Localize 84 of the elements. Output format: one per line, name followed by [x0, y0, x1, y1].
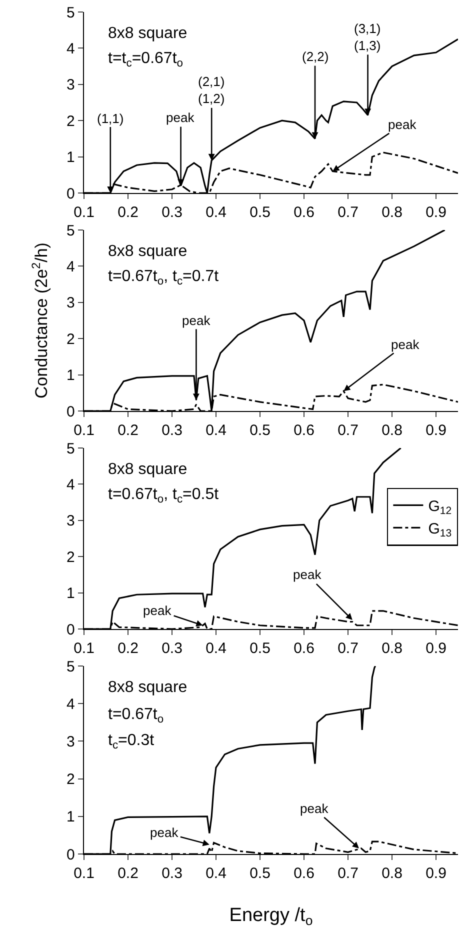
x-tick-label: 0.2: [118, 640, 138, 658]
annotation: 8x8 square: [108, 679, 188, 696]
x-tick-label: 0.9: [426, 204, 446, 222]
y-tick-label: 2: [66, 330, 75, 348]
x-tick-label: 0.9: [426, 422, 446, 440]
annotation: t=0.67t$_{o}$, t$_{c}$=0.7t: [108, 268, 220, 288]
x-tick-label: 0.8: [382, 422, 402, 440]
annotation: (2,2): [302, 49, 329, 64]
y-tick-label: 1: [66, 367, 75, 384]
y-tick-label: 2: [66, 771, 75, 788]
y-tick-label: 5: [66, 4, 75, 22]
y-tick-label: 4: [66, 258, 75, 276]
annotation: peak: [182, 313, 211, 328]
x-tick-label: 0.1: [74, 865, 94, 882]
annotation: peak: [166, 110, 195, 125]
annotation: t$_{c}$=0.3t: [108, 732, 155, 752]
y-tick-label: 4: [66, 476, 75, 494]
x-tick-label: 0.6: [294, 640, 314, 658]
annotation: peak: [293, 567, 322, 582]
x-tick-label: 0.3: [162, 204, 182, 222]
x-tick-label: 0.2: [118, 865, 138, 882]
annotation: 8x8 square: [108, 25, 188, 42]
y-tick-label: 3: [66, 512, 75, 530]
x-tick-label: 0.4: [206, 204, 226, 222]
x-tick-label: 0.5: [250, 865, 270, 882]
y-tick-label: 0: [66, 846, 75, 864]
x-tick-label: 0.8: [382, 865, 402, 882]
y-tick-label: 3: [66, 76, 75, 94]
x-tick-label: 0.8: [382, 640, 402, 658]
x-tick-label: 0.2: [118, 422, 138, 440]
y-tick-label: 5: [66, 658, 75, 676]
annotation: peak: [143, 603, 172, 618]
x-tick-label: 0.7: [338, 422, 358, 440]
x-tick-label: 0.9: [426, 865, 446, 882]
x-tick-label: 0.3: [162, 640, 182, 658]
x-tick-label: 0.5: [250, 640, 270, 658]
x-tick-label: 0.7: [338, 640, 358, 658]
annotation: t=0.67t$_{o}$, t$_{c}$=0.5t: [108, 486, 220, 506]
annotation: (3,1) (1,3): [354, 21, 381, 53]
y-tick-label: 4: [66, 40, 75, 58]
x-tick-label: 0.1: [74, 204, 94, 222]
annotation: t=t$_{c}$=0.67t$_{o}$: [108, 50, 183, 70]
annotation: peak: [300, 801, 329, 816]
y-tick-label: 3: [66, 733, 75, 750]
y-tick-label: 5: [66, 222, 75, 240]
annotation: peak: [150, 825, 179, 840]
x-tick-label: 0.9: [426, 640, 446, 658]
y-tick-label: 2: [66, 548, 75, 566]
annotation: (1,1): [97, 111, 124, 126]
y-tick-label: 2: [66, 112, 75, 130]
y-tick-label: 0: [66, 403, 75, 420]
x-tick-label: 0.3: [162, 865, 182, 882]
x-tick-label: 0.6: [294, 422, 314, 440]
legend-label: G$_{13}$: [428, 520, 452, 540]
y-tick-label: 1: [66, 585, 75, 602]
x-tick-label: 0.7: [338, 865, 358, 882]
x-tick-label: 0.8: [382, 204, 402, 222]
x-tick-label: 0.5: [250, 204, 270, 222]
annotation: 8x8 square: [108, 243, 188, 260]
y-tick-label: 1: [66, 149, 75, 166]
y-tick-label: 0: [66, 621, 75, 638]
x-tick-label: 0.4: [206, 865, 226, 882]
x-tick-label: 0.4: [206, 422, 226, 440]
x-tick-label: 0.1: [74, 422, 94, 440]
x-tick-label: 0.4: [206, 640, 226, 658]
annotation: peak: [391, 337, 420, 352]
y-tick-label: 3: [66, 294, 75, 312]
annotation: 8x8 square: [108, 461, 188, 478]
x-tick-label: 0.5: [250, 422, 270, 440]
legend-label: G$_{12}$: [428, 498, 452, 518]
annotation: peak: [388, 117, 417, 132]
x-tick-label: 0.7: [338, 204, 358, 222]
annotation: t=0.67t$_{o}$: [108, 706, 164, 726]
y-tick-label: 0: [66, 185, 75, 202]
x-axis-title: Energy /t$_{o}$: [229, 905, 313, 928]
x-tick-label: 0.2: [118, 204, 138, 222]
x-tick-label: 0.3: [162, 422, 182, 440]
x-tick-label: 0.6: [294, 204, 314, 222]
x-tick-label: 0.6: [294, 865, 314, 882]
y-tick-label: 1: [66, 808, 75, 826]
annotation: (2,1) (1,2): [198, 74, 225, 106]
y-tick-label: 5: [66, 440, 75, 458]
y-tick-label: 4: [66, 696, 75, 713]
x-tick-label: 0.1: [74, 640, 94, 658]
